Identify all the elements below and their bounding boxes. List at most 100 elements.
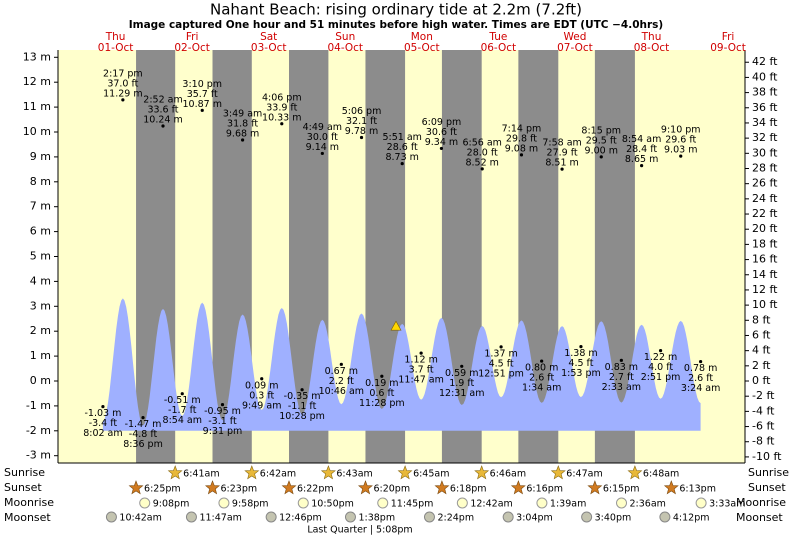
- sunset-time: 6:18pm: [450, 484, 487, 495]
- tide-point: [141, 416, 145, 420]
- day-date: 02-Oct: [174, 42, 210, 54]
- moonset-time: 4:12pm: [673, 513, 710, 524]
- y-tick-label: -3 m: [26, 449, 51, 462]
- tide-label: 28.6 ft: [387, 142, 418, 153]
- current-tide-marker: [390, 320, 402, 331]
- tide-point: [619, 358, 623, 362]
- y2-tick-label: 8 ft: [752, 313, 771, 326]
- row-label: Moonrise: [736, 496, 786, 509]
- tide-point: [101, 405, 105, 409]
- y2-tick-label: 30 ft: [752, 146, 778, 159]
- tide-label: 2:52 am: [143, 95, 182, 106]
- moonset-icon: [581, 511, 593, 523]
- tide-label: 9.03 m: [664, 145, 697, 156]
- tide-point: [180, 392, 184, 396]
- chart-subtitle: Image captured One hour and 51 minutes b…: [129, 19, 664, 31]
- y-tick-label: 7 m: [30, 200, 51, 213]
- moonset-time: 3:40pm: [595, 513, 632, 524]
- tide-label: 4.5 ft: [568, 358, 593, 369]
- y-tick-label: 3 m: [30, 299, 51, 312]
- tide-label: 28.4 ft: [626, 144, 657, 155]
- tide-label: 10.33 m: [262, 112, 301, 123]
- sunset-icon: [128, 480, 144, 495]
- tide-label: 0.83 m: [605, 362, 638, 373]
- day-date: 07-Oct: [557, 42, 593, 54]
- tide-label: 1.37 m: [484, 348, 517, 359]
- sunset-time: 6:23pm: [221, 484, 258, 495]
- day-date: 06-Oct: [481, 42, 517, 54]
- tide-label: 29.8 ft: [506, 133, 537, 144]
- y2-tick-label: 4 ft: [752, 344, 771, 357]
- y-tick-label: 6 m: [30, 225, 51, 238]
- sunset-icon: [357, 480, 373, 495]
- tide-label: -0.35 m: [284, 391, 321, 402]
- sunrise-icon: [474, 465, 490, 480]
- tide-label: 2:17 pm: [103, 68, 143, 79]
- tide-point: [480, 167, 484, 171]
- tide-point: [400, 162, 404, 166]
- sunset-icon: [587, 480, 603, 495]
- y2-tick-label: 24 ft: [752, 192, 778, 205]
- moonset-icon: [105, 511, 117, 523]
- moonrise-icon: [218, 497, 230, 509]
- y2-tick-label: 40 ft: [752, 70, 778, 83]
- tide-label: 8:02 am: [83, 428, 122, 439]
- tide-label: 11:47 am: [398, 375, 443, 386]
- tide-label: 4.5 ft: [489, 358, 514, 369]
- tide-point: [419, 351, 423, 355]
- tide-label: 7:58 am: [542, 138, 581, 149]
- day-date: 09-Oct: [710, 42, 746, 54]
- moonrise-time: 2:36am: [630, 499, 666, 510]
- moonrise-icon: [616, 497, 628, 509]
- row-label: Sunrise: [748, 466, 789, 479]
- tide-label: 3:49 am: [223, 108, 262, 119]
- tide-label: 3:10 pm: [182, 79, 222, 90]
- tide-point: [280, 122, 284, 126]
- y2-tick-label: -8 ft: [752, 435, 775, 448]
- tide-label: 8:36 pm: [123, 439, 163, 450]
- y-tick-label: 4 m: [30, 274, 51, 287]
- sunset-time: 6:15pm: [603, 484, 640, 495]
- sunrise-time: 6:43am: [336, 469, 372, 480]
- tide-label: 2.2 ft: [329, 376, 354, 387]
- y-tick-label: 8 m: [30, 175, 51, 188]
- y-tick-label: 13 m: [23, 50, 51, 63]
- tide-label: 30.6 ft: [426, 127, 457, 138]
- sunset-icon: [204, 480, 221, 495]
- sunset-time: 6:20pm: [373, 484, 410, 495]
- tide-label: 1:53 pm: [561, 368, 601, 379]
- day-date: 03-Oct: [251, 42, 287, 54]
- tide-point: [240, 138, 245, 142]
- tide-label: 6:09 pm: [422, 117, 462, 128]
- tide-label: 11:28 pm: [359, 398, 405, 409]
- tide-point: [560, 167, 564, 171]
- tide-label: 10:28 pm: [279, 411, 325, 422]
- y-tick-label: 10 m: [23, 125, 51, 138]
- moonset-time: 11:47am: [199, 513, 241, 524]
- moonset-time: 1:38pm: [358, 513, 395, 524]
- tide-label: 12:31 am: [439, 388, 484, 399]
- chart-title: Nahant Beach: rising ordinary tide at 2.…: [210, 1, 582, 19]
- moonrise-time: 9:08pm: [153, 499, 190, 510]
- tide-point: [460, 364, 464, 368]
- tide-label: 2.6 ft: [529, 373, 554, 384]
- tide-label: -1.1 ft: [288, 401, 317, 412]
- tide-label: 8:54 am: [163, 415, 202, 426]
- y2-tick-label: 10 ft: [752, 298, 778, 311]
- chart-content: 13 m 12 m 11 m 10 m 9 m 8 m 7 m 6 m 5 m 4 m 3 m 2 m…: [23, 50, 782, 523]
- tide-point: [300, 388, 304, 392]
- tide-label: 7:14 pm: [502, 123, 542, 134]
- tide-label: -1.03 m: [84, 408, 121, 419]
- sunrise-icon: [550, 465, 566, 480]
- y2-tick-label: 26 ft: [752, 177, 778, 190]
- moonset-time: 3:04pm: [516, 513, 553, 524]
- day-weekday: Wed: [563, 31, 586, 43]
- tide-point: [380, 374, 384, 378]
- moonrise-icon: [456, 497, 468, 509]
- moonset-icon: [344, 511, 356, 523]
- tide-label: 2.6 ft: [688, 373, 713, 384]
- moonset-time: 12:46pm: [279, 513, 322, 524]
- row-label: Sunset: [748, 481, 786, 494]
- tide-label: 9.78 m: [345, 126, 378, 137]
- tide-point: [579, 345, 583, 349]
